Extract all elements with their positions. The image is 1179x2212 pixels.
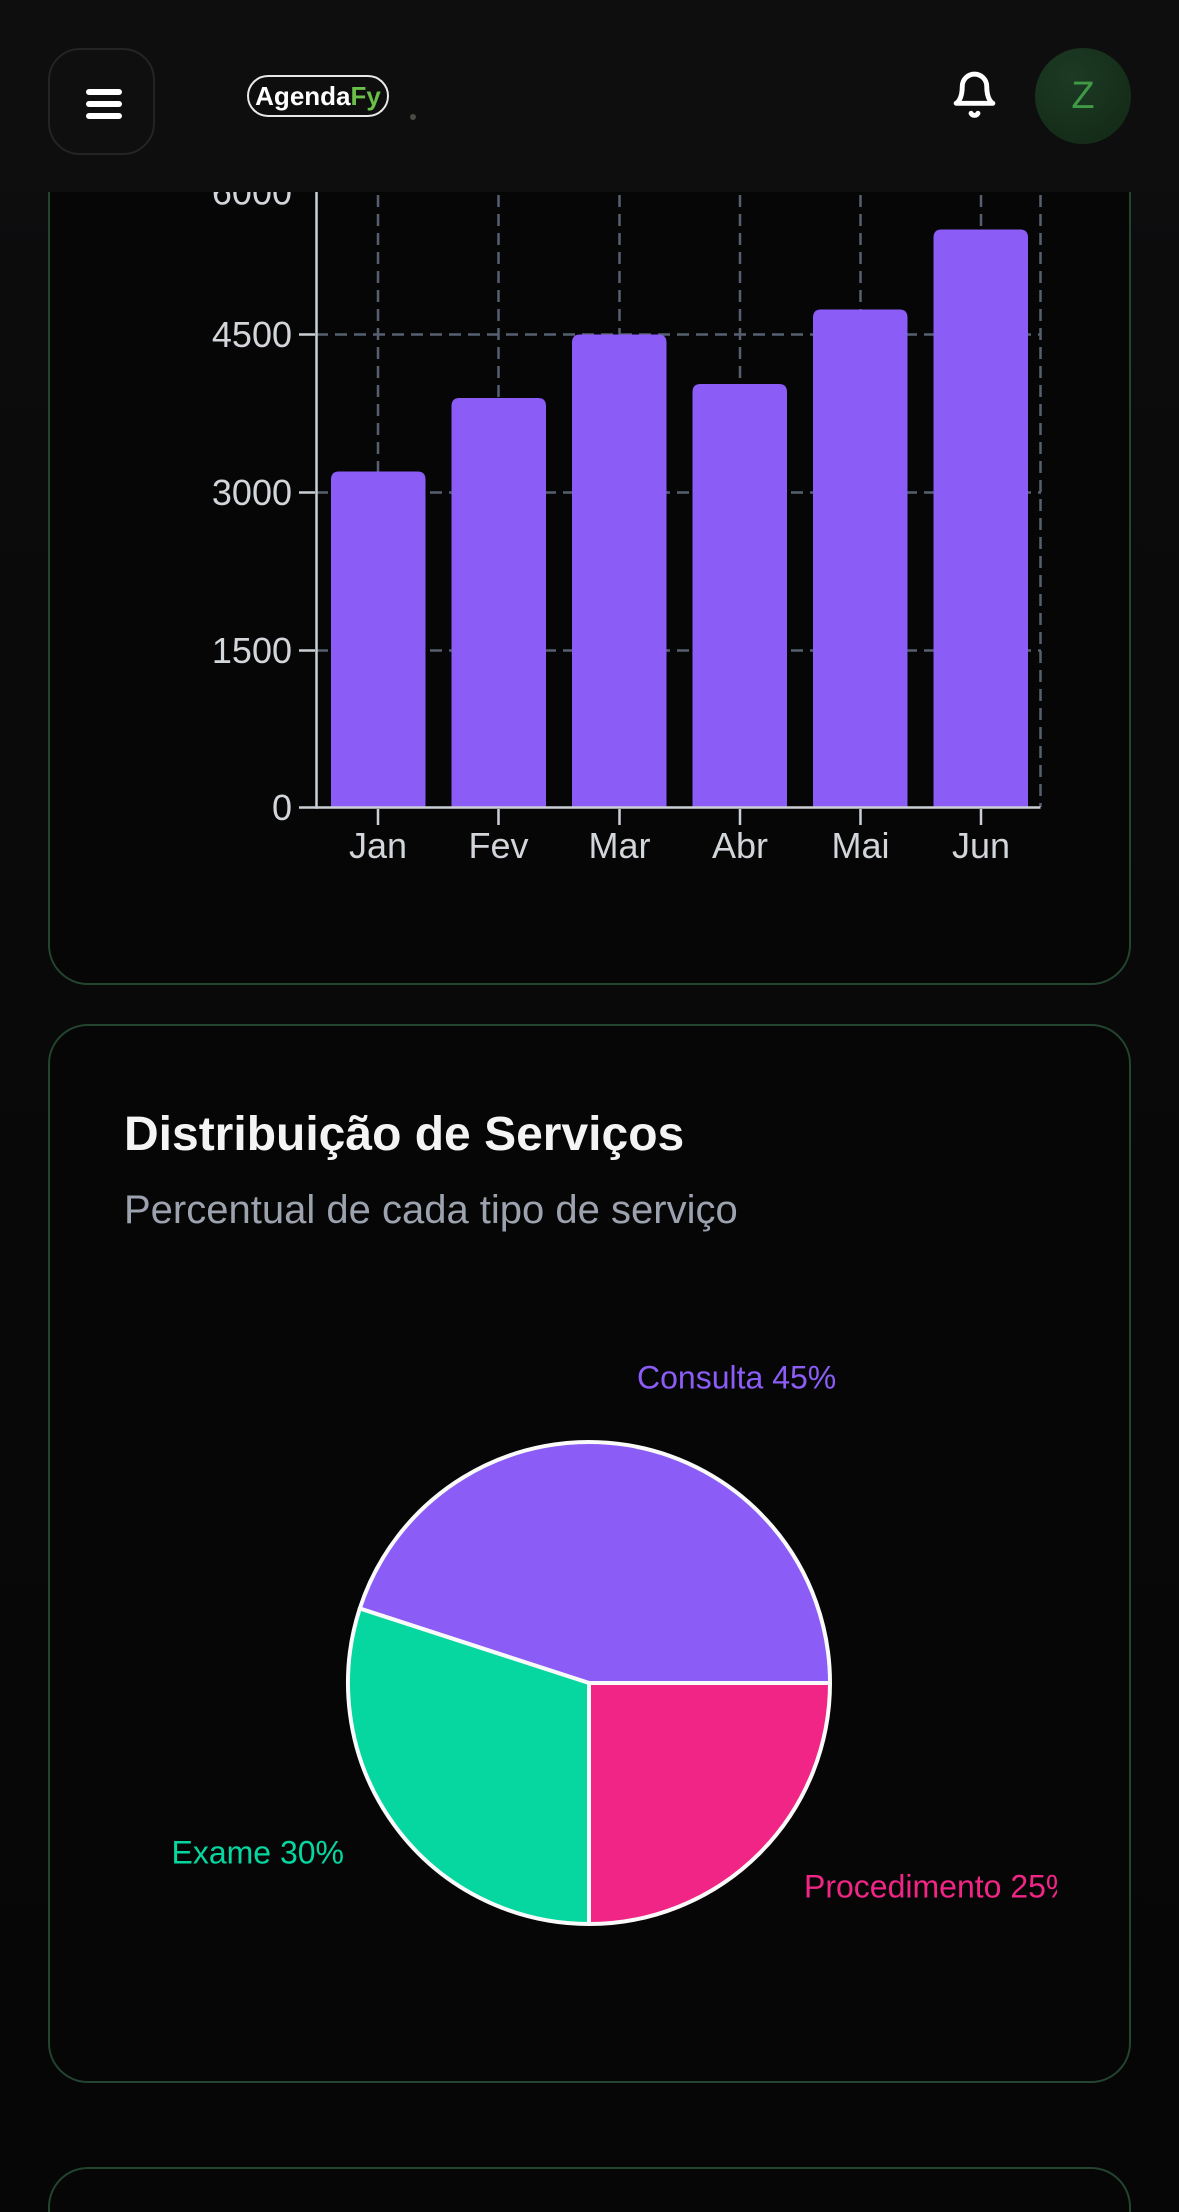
svg-text:Abr: Abr [712, 825, 768, 866]
svg-text:Mar: Mar [589, 825, 651, 866]
svg-text:4500: 4500 [212, 314, 292, 355]
svg-text:Exame 30%: Exame 30% [171, 1835, 344, 1871]
svg-text:Mai: Mai [831, 825, 889, 866]
svg-text:Jun: Jun [952, 825, 1010, 866]
svg-text:Procedimento 25%: Procedimento 25% [804, 1869, 1057, 1905]
svg-text:Fev: Fev [468, 825, 528, 866]
svg-text:0: 0 [272, 787, 292, 828]
svg-text:Consulta 45%: Consulta 45% [637, 1360, 836, 1396]
svg-text:1500: 1500 [212, 630, 292, 671]
svg-text:Jan: Jan [349, 825, 407, 866]
svg-text:3000: 3000 [212, 472, 292, 513]
